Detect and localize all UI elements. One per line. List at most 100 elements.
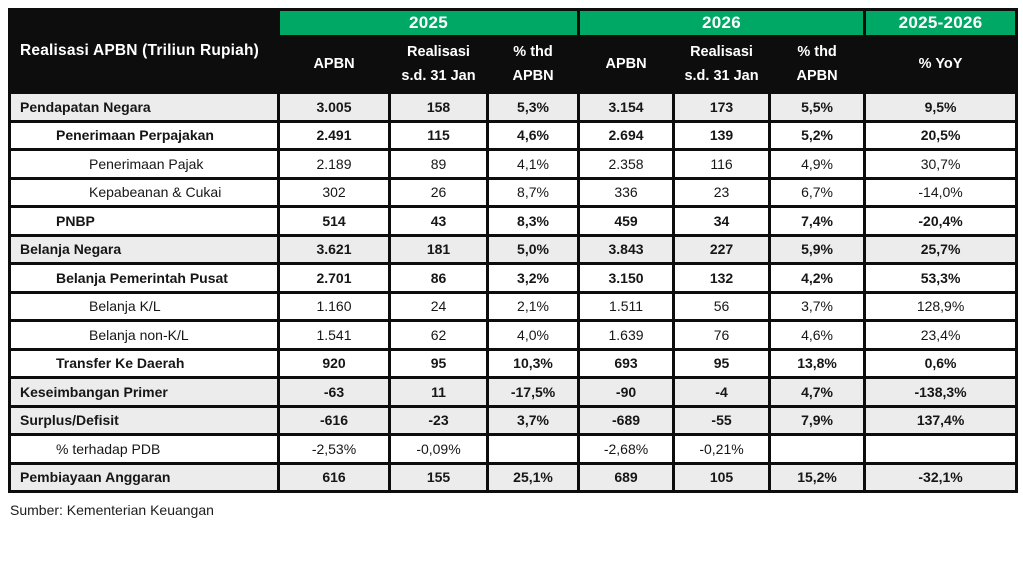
row-label: % terhadap PDB [8, 433, 280, 465]
table-row: Penerimaan Perpajakan 2.491 115 4,6% 2.694 13… [8, 119, 1019, 151]
cell-value: -689 [577, 404, 676, 436]
table-title: Realisasi APBN (Triliun Rupiah) [8, 8, 280, 94]
cell-value: 8,3% [485, 205, 581, 237]
table-row: Keseimbangan Primer -63 11 -17,5% -90 -4 4,7% -… [8, 376, 1019, 408]
cell-value: 158 [388, 91, 489, 123]
cell-value: 23,4% [863, 319, 1019, 351]
cell-value: 4,2% [768, 262, 867, 294]
row-label: Penerimaan Perpajakan [8, 119, 280, 151]
cell-value: 26 [388, 176, 489, 208]
cell-value: 30,7% [863, 148, 1019, 180]
cell-value: 89 [388, 148, 489, 180]
cell-value: 5,0% [485, 233, 581, 265]
row-label: Penerimaan Pajak [8, 148, 280, 180]
group-header-2026: 2026 [577, 8, 867, 38]
cell-value: 2.694 [577, 119, 676, 151]
group-header-row: Realisasi APBN (Triliun Rupiah) 2025 202… [8, 8, 1019, 94]
cell-value: 86 [388, 262, 489, 294]
cell-value: 5,9% [768, 233, 867, 265]
cell-value: -4 [672, 376, 772, 408]
cell-value: 4,9% [768, 148, 867, 180]
cell-value: 689 [577, 461, 676, 493]
cell-value: 4,6% [768, 319, 867, 351]
cell-value: 24 [388, 290, 489, 322]
cell-value: 155 [388, 461, 489, 493]
table-row: Surplus/Defisit -616 -23 3,7% -689 -55 7,9% 137… [8, 404, 1019, 436]
cell-value: 76 [672, 319, 772, 351]
apbn-realization-table: Realisasi APBN (Triliun Rupiah) 2025 202… [8, 8, 1019, 493]
cell-value [768, 433, 867, 465]
cell-value: 6,7% [768, 176, 867, 208]
cell-value: 43 [388, 205, 489, 237]
cell-value: 4,1% [485, 148, 581, 180]
cell-value: 1.639 [577, 319, 676, 351]
column-header-line1: Realisasi [407, 44, 470, 61]
cell-value: 4,7% [768, 376, 867, 408]
cell-value: 0,6% [863, 347, 1019, 379]
cell-value: 95 [388, 347, 489, 379]
source-note: Sumber: Kementerian Keuangan [10, 502, 214, 518]
cell-value: 920 [277, 347, 391, 379]
cell-value: -55 [672, 404, 772, 436]
row-label: Kepabeanan & Cukai [8, 176, 280, 208]
cell-value: 693 [577, 347, 676, 379]
table-row: Kepabeanan & Cukai 302 26 8,7% 336 23 6,7% -14,… [8, 176, 1019, 208]
row-label: PNBP [8, 205, 280, 237]
table-row: Belanja Pemerintah Pusat 2.701 86 3,2% 3.150… [8, 262, 1019, 294]
column-header-4: APBN [577, 35, 676, 94]
row-label: Pembiayaan Anggaran [8, 461, 280, 493]
cell-value: -0,09% [388, 433, 489, 465]
row-label: Belanja Negara [8, 233, 280, 265]
column-header-line1: APBN [313, 55, 355, 72]
column-header-line2: APBN [796, 67, 838, 84]
cell-value: 5,3% [485, 91, 581, 123]
cell-value: -63 [277, 376, 391, 408]
table-row: Transfer Ke Daerah 920 95 10,3% 693 95 13,8% 0,… [8, 347, 1019, 379]
table-row: % terhadap PDB -2,53% -0,09% -2,68% -0,21% [8, 433, 1019, 465]
table-row: Belanja K/L 1.160 24 2,1% 1.511 56 3,7% 128,9% [8, 290, 1019, 322]
cell-value: 3.621 [277, 233, 391, 265]
cell-value: 9,5% [863, 91, 1019, 123]
row-label: Belanja Pemerintah Pusat [8, 262, 280, 294]
cell-value: 115 [388, 119, 489, 151]
cell-value: 1.160 [277, 290, 391, 322]
cell-value: -17,5% [485, 376, 581, 408]
cell-value: 11 [388, 376, 489, 408]
cell-value: -0,21% [672, 433, 772, 465]
cell-value: 20,5% [863, 119, 1019, 151]
cell-value: 181 [388, 233, 489, 265]
cell-value: -2,53% [277, 433, 391, 465]
cell-value: 34 [672, 205, 772, 237]
row-label: Pendapatan Negara [8, 91, 280, 123]
cell-value: 15,2% [768, 461, 867, 493]
cell-value: 3.843 [577, 233, 676, 265]
table-row: Belanja non-K/L 1.541 62 4,0% 1.639 76 4,6% 23,… [8, 319, 1019, 351]
cell-value: -32,1% [863, 461, 1019, 493]
table-row: Penerimaan Pajak 2.189 89 4,1% 2.358 116 4,9% 3… [8, 148, 1019, 180]
table-row: PNBP 514 43 8,3% 459 34 7,4% -20,4% [8, 205, 1019, 237]
column-header-line1: % thd [797, 44, 837, 61]
cell-value: 1.541 [277, 319, 391, 351]
column-header-2: Realisasi s.d. 31 Jan [388, 35, 489, 94]
cell-value: 7,9% [768, 404, 867, 436]
cell-value: 459 [577, 205, 676, 237]
column-header-line1: Realisasi [690, 44, 753, 61]
row-label: Transfer Ke Daerah [8, 347, 280, 379]
cell-value: 25,7% [863, 233, 1019, 265]
cell-value: 4,6% [485, 119, 581, 151]
cell-value: 3.150 [577, 262, 676, 294]
cell-value: -20,4% [863, 205, 1019, 237]
cell-value: 3,7% [768, 290, 867, 322]
cell-value: 128,9% [863, 290, 1019, 322]
cell-value: 2.701 [277, 262, 391, 294]
cell-value: 139 [672, 119, 772, 151]
row-label: Surplus/Defisit [8, 404, 280, 436]
cell-value: 3.005 [277, 91, 391, 123]
table-row: Belanja Negara 3.621 181 5,0% 3.843 227 5,9% 25… [8, 233, 1019, 265]
column-header-3: % thd APBN [485, 35, 581, 94]
cell-value: 3,2% [485, 262, 581, 294]
page: Realisasi APBN (Triliun Rupiah) 2025 202… [8, 8, 1019, 518]
cell-value: 2.491 [277, 119, 391, 151]
column-header-line2: APBN [512, 67, 554, 84]
column-header-line2: s.d. 31 Jan [401, 67, 476, 84]
